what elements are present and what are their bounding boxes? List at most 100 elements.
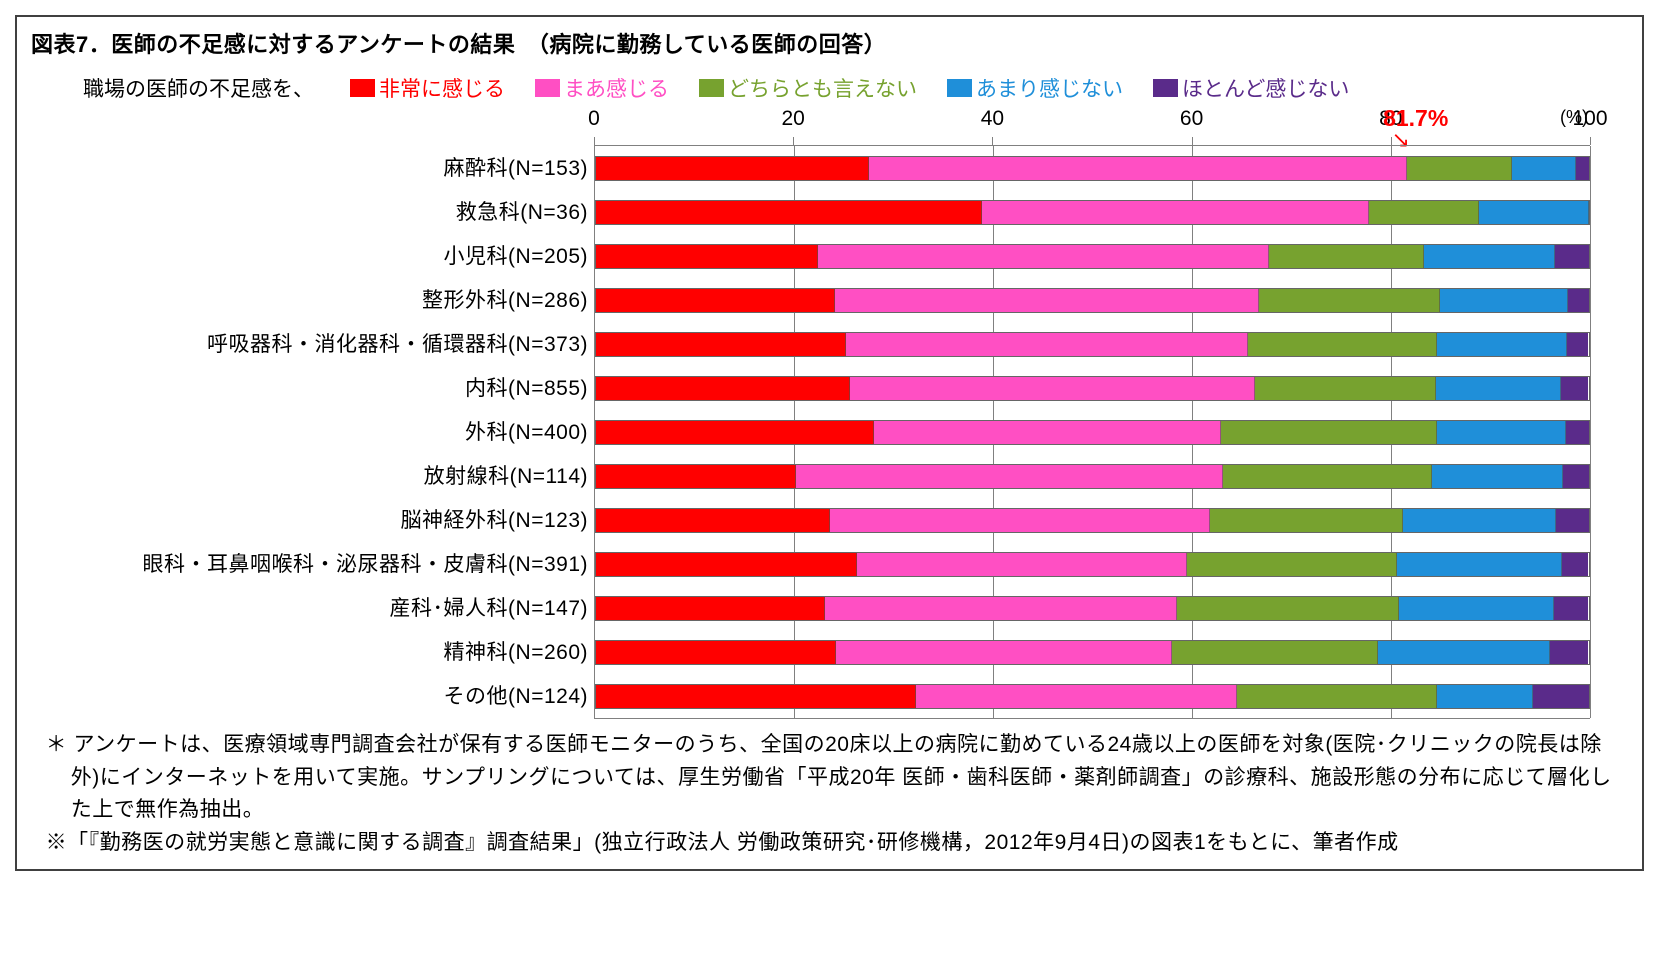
legend: 職場の医師の不足感を、 非常に感じるまあ感じるどちらとも言えないあまり感じないほ…	[23, 73, 1636, 103]
bar-segment	[857, 553, 1187, 576]
stacked-bar	[595, 200, 1590, 225]
legend-item: あまり感じない	[947, 73, 1123, 103]
bar-segment	[874, 421, 1221, 444]
bar-row	[595, 498, 1590, 542]
bar-segment	[818, 245, 1269, 268]
bar-segment	[1177, 597, 1399, 620]
bar-segment	[1403, 509, 1556, 532]
bars-container	[594, 145, 1590, 719]
bar-segment	[1437, 421, 1566, 444]
bar-segment	[982, 201, 1368, 224]
grid-line	[1590, 146, 1591, 718]
bar-segment	[1436, 377, 1561, 400]
bar-segment	[596, 685, 916, 708]
bar-segment	[1576, 157, 1589, 180]
bar-row	[595, 234, 1590, 278]
bar-segment	[1567, 333, 1588, 356]
bar-row	[595, 630, 1590, 674]
stacked-bar	[595, 288, 1590, 313]
bar-segment	[1512, 157, 1577, 180]
bar-segment	[1407, 157, 1511, 180]
bar-segment	[830, 509, 1209, 532]
bar-segment	[1172, 641, 1379, 664]
bar-segment	[1223, 465, 1432, 488]
bar-segment	[1210, 509, 1404, 532]
bar-segment	[1397, 553, 1562, 576]
bar-segment	[1561, 377, 1588, 400]
bar-segment	[1437, 333, 1567, 356]
stacked-bar	[595, 156, 1590, 181]
bar-segment	[869, 157, 1407, 180]
stacked-bar	[595, 552, 1590, 577]
footnote-1: ＊ アンケートは、医療領域専門調査会社が保有する医師モニターのうち、全国の20床…	[33, 729, 1628, 827]
bar-segment	[596, 201, 982, 224]
x-axis-tick: 60	[1180, 107, 1203, 131]
bar-segment	[1399, 597, 1554, 620]
legend-prefix: 職場の医師の不足感を、	[83, 73, 314, 103]
bar-segment	[1221, 421, 1437, 444]
stacked-bar	[595, 420, 1590, 445]
bar-segment	[1440, 289, 1568, 312]
bar-row	[595, 366, 1590, 410]
bar-segment	[1563, 465, 1589, 488]
figure-title: 図表7．医師の不足感に対するアンケートの結果 （病院に勤務している医師の回答）	[23, 23, 1636, 73]
chart: 麻酔科(N=153)救急科(N=36)小児科(N=205)整形外科(N=286)…	[23, 107, 1636, 719]
stacked-bar	[595, 508, 1590, 533]
legend-label: あまり感じない	[976, 73, 1123, 103]
bar-segment	[1187, 553, 1398, 576]
bar-row	[595, 278, 1590, 322]
bar-segment	[1237, 685, 1437, 708]
stacked-bar	[595, 596, 1590, 621]
category-label: その他(N=124)	[23, 673, 594, 717]
bar-row	[595, 454, 1590, 498]
x-axis-tick: 20	[782, 107, 805, 131]
bar-segment	[596, 641, 836, 664]
bar-segment	[1566, 421, 1589, 444]
legend-swatch	[947, 79, 972, 97]
category-label: 精神科(N=260)	[23, 629, 594, 673]
bar-segment	[596, 509, 830, 532]
bar-segment	[596, 157, 869, 180]
category-label: 呼吸器科・消化器科・循環器科(N=373)	[23, 321, 594, 365]
category-label: 内科(N=855)	[23, 365, 594, 409]
bar-segment	[1556, 509, 1589, 532]
legend-swatch	[1153, 79, 1178, 97]
bar-row	[595, 674, 1590, 718]
footnote-2: ※「『勤務医の就労実態と意識に関する調査』調査結果」(独立行政法人 労働政策研究…	[33, 827, 1628, 860]
bar-segment	[596, 333, 846, 356]
bar-segment	[1550, 641, 1588, 664]
bar-segment	[796, 465, 1223, 488]
bar-segment	[825, 597, 1177, 620]
category-label: 外科(N=400)	[23, 409, 594, 453]
bar-segment	[1424, 245, 1555, 268]
stacked-bar	[595, 244, 1590, 269]
bar-segment	[1432, 465, 1563, 488]
bar-segment	[836, 641, 1172, 664]
bar-row	[595, 410, 1590, 454]
bar-segment	[596, 377, 850, 400]
x-axis-tick: 100	[1572, 107, 1607, 131]
category-label: 産科･婦人科(N=147)	[23, 585, 594, 629]
legend-item: ほとんど感じない	[1153, 73, 1349, 103]
bar-segment	[1562, 553, 1588, 576]
legend-label: まあ感じる	[564, 73, 669, 103]
legend-label: 非常に感じる	[379, 73, 505, 103]
bar-segment	[1554, 597, 1588, 620]
legend-label: ほとんど感じない	[1182, 73, 1349, 103]
bar-segment	[1533, 685, 1589, 708]
bar-segment	[596, 421, 874, 444]
stacked-bar	[595, 376, 1590, 401]
bar-segment	[1479, 201, 1589, 224]
category-label: 救急科(N=36)	[23, 189, 594, 233]
bar-segment	[596, 553, 857, 576]
bar-segment	[596, 465, 796, 488]
bar-row	[595, 146, 1590, 190]
bar-segment	[916, 685, 1236, 708]
category-label: 脳神経外科(N=123)	[23, 497, 594, 541]
x-axis: (%) 02040608010081.7%↘	[594, 107, 1590, 145]
stacked-bar	[595, 684, 1590, 709]
stacked-bar	[595, 640, 1590, 665]
legend-item: まあ感じる	[535, 73, 669, 103]
bar-segment	[596, 245, 818, 268]
bar-segment	[596, 289, 835, 312]
